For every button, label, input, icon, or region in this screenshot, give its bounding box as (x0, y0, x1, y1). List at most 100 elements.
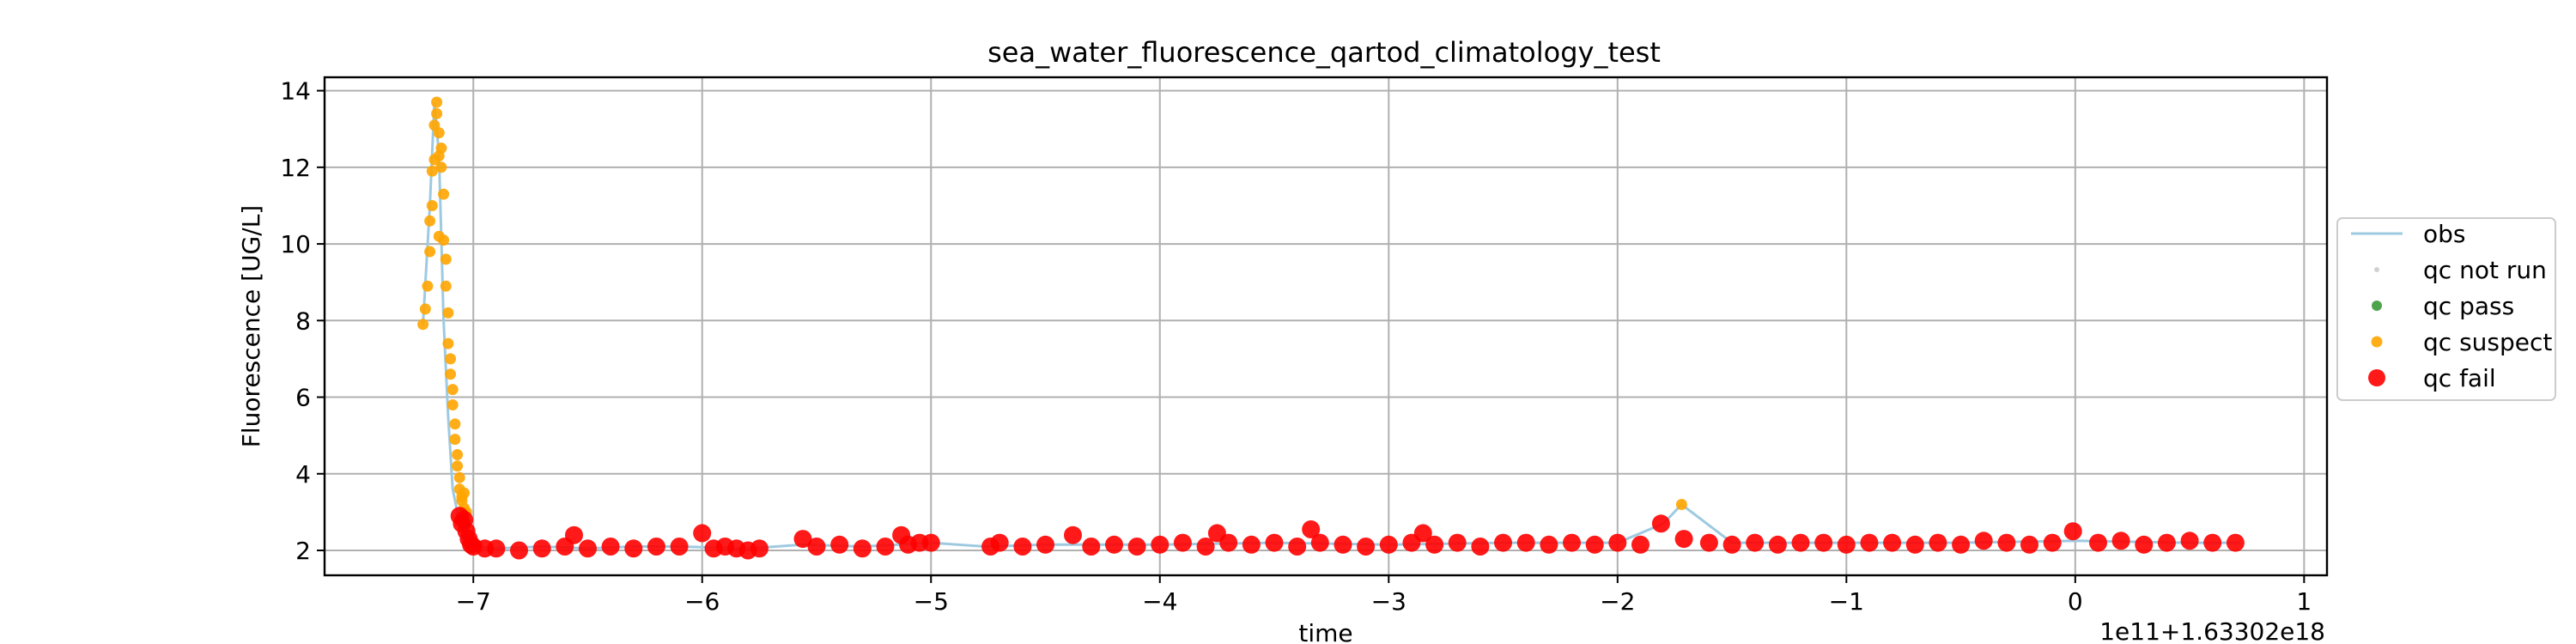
data-point (510, 541, 528, 560)
data-point (1631, 535, 1649, 554)
x-axis-label: time (1298, 619, 1352, 644)
data-point (2063, 522, 2082, 541)
data-point (1151, 535, 1170, 554)
data-point (1974, 532, 1993, 550)
data-point (1265, 533, 1284, 552)
y-tick-label: 8 (295, 307, 311, 335)
y-tick-label: 6 (295, 384, 311, 412)
data-point (449, 418, 461, 430)
series-obs (422, 101, 2240, 550)
x-tick-label: 0 (2068, 587, 2083, 616)
data-point (452, 460, 464, 472)
x-tick-label: −3 (1371, 587, 1406, 616)
data-point (1219, 533, 1238, 552)
data-point (445, 368, 457, 380)
data-point (1837, 535, 1856, 554)
data-point (532, 539, 551, 558)
x-offset-label: 1e11+1.63302e18 (2099, 617, 2325, 644)
legend-label: obs (2423, 220, 2466, 248)
data-point (1608, 533, 1627, 552)
data-point (1929, 533, 1947, 552)
data-point (2020, 535, 2038, 554)
legend-box (2336, 217, 2556, 401)
data-point (624, 539, 643, 558)
data-point (1413, 524, 1432, 543)
data-point (990, 533, 1009, 552)
data-point (579, 539, 597, 558)
y-tick-label: 12 (280, 154, 311, 182)
data-point (433, 127, 445, 139)
data-point (449, 434, 461, 446)
data-point (1334, 535, 1352, 554)
data-point (435, 143, 447, 154)
legend-marker (2374, 267, 2379, 272)
legend-marker (2371, 336, 2383, 348)
data-point (1883, 533, 1902, 552)
data-point (440, 253, 452, 265)
data-point (1082, 538, 1101, 556)
data-point (2135, 535, 2154, 554)
data-point (1540, 535, 1558, 554)
data-point (459, 487, 471, 499)
data-point (419, 303, 431, 315)
data-point (565, 526, 583, 544)
data-point (433, 230, 445, 242)
data-point (447, 384, 459, 396)
data-point (447, 399, 459, 410)
data-point (424, 246, 436, 258)
x-tick-label: −5 (914, 587, 949, 616)
legend-label: qc fail (2423, 364, 2496, 392)
data-point (2089, 533, 2107, 552)
data-point (1494, 533, 1512, 552)
data-point (1791, 533, 1810, 552)
data-point (2043, 533, 2062, 552)
data-point (1675, 499, 1687, 510)
data-point (1651, 514, 1670, 533)
data-point (670, 538, 689, 556)
data-point (853, 539, 872, 558)
data-point (1425, 535, 1444, 554)
data-point (1064, 526, 1082, 544)
data-point (1905, 535, 1924, 554)
data-point (453, 471, 465, 483)
data-point (793, 530, 812, 549)
y-tick-label: 4 (295, 460, 311, 489)
data-point (750, 539, 769, 558)
data-point (422, 280, 434, 292)
data-point (1997, 533, 2016, 552)
data-point (1196, 538, 1215, 556)
data-point (1768, 535, 1787, 554)
data-point (445, 353, 457, 365)
legend-label: qc not run (2423, 256, 2547, 284)
series-qc-fail (450, 507, 2245, 560)
data-point (830, 535, 849, 554)
data-point (431, 96, 443, 108)
data-point (1302, 520, 1321, 538)
data-point (2203, 533, 2222, 552)
legend-label: qc pass (2423, 292, 2514, 320)
data-point (693, 524, 712, 543)
data-point (1516, 533, 1535, 552)
x-tick-label: 1 (2296, 587, 2312, 616)
legend-item: obs (2351, 220, 2466, 248)
data-point (2180, 532, 2199, 550)
data-point (424, 215, 436, 227)
data-point (1699, 533, 1718, 552)
data-point (431, 107, 443, 119)
data-point (2157, 533, 2176, 552)
y-tick-label: 2 (295, 537, 311, 565)
x-tick-label: −6 (684, 587, 720, 616)
y-tick-label: 14 (280, 77, 311, 106)
legend-item: qc suspect (2371, 328, 2552, 356)
data-point (438, 188, 450, 200)
data-point (426, 165, 438, 177)
legend: obs qc not run qc pass qc suspect qc fail (2336, 217, 2556, 401)
x-tick-label: −1 (1829, 587, 1864, 616)
x-tick-label: −2 (1600, 587, 1635, 616)
plot-frame (323, 76, 2329, 577)
data-point (601, 538, 620, 556)
data-point (1357, 538, 1376, 556)
data-point (876, 538, 895, 556)
data-point (2226, 533, 2245, 552)
